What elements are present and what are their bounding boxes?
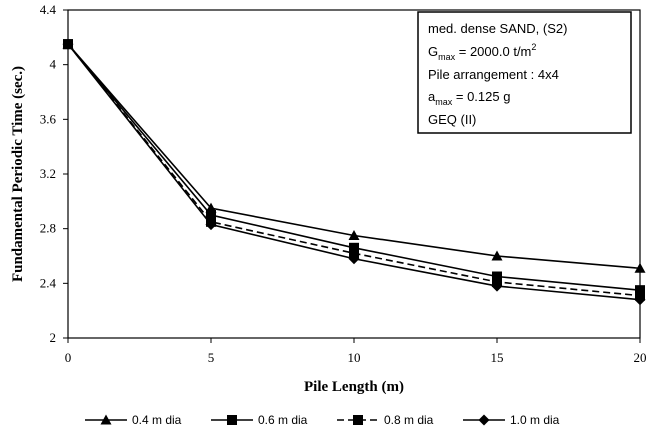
data-point <box>491 250 503 261</box>
legend-marker <box>353 415 363 425</box>
annotation-arrangement: Pile arrangement : 4x4 <box>428 67 559 82</box>
legend-marker <box>100 414 112 425</box>
annotation-soil: med. dense SAND, (S2) <box>428 21 567 36</box>
y-tick-label: 4.4 <box>40 2 57 17</box>
annotation-method: GEQ (II) <box>428 112 476 127</box>
annotation-amax: amax = 0.125 g <box>428 89 510 107</box>
annotation-frame <box>417 11 632 134</box>
axis-ticks: 0 5 10 15 20 2 2.4 2.8 3.2 3.6 4 4.4 <box>40 2 647 365</box>
y-tick-label: 2 <box>50 330 57 345</box>
data-point <box>206 210 216 220</box>
y-tick-label: 3.2 <box>40 166 56 181</box>
y-tick-label: 4 <box>50 57 57 72</box>
y-tick-label: 2.4 <box>40 275 57 290</box>
legend-label: 0.4 m dia <box>132 413 182 427</box>
y-tick-label: 3.6 <box>40 111 57 126</box>
series-group <box>62 38 646 306</box>
legend-marker <box>227 415 237 425</box>
data-point <box>491 280 503 292</box>
y-tick-label: 2.8 <box>40 221 56 236</box>
legend: 0.4 m dia 0.6 m dia 0.8 m dia 1.0 m dia <box>85 413 560 427</box>
annotation-box: med. dense SAND, (S2) Gmax = 2000.0 t/m2… <box>417 11 632 134</box>
x-tick-label: 5 <box>208 350 215 365</box>
data-point <box>348 230 360 240</box>
data-point <box>205 219 217 231</box>
data-point <box>634 294 646 306</box>
data-point <box>492 271 502 282</box>
y-axis-title: Fundamental Periodic Time (sec.) <box>10 66 26 282</box>
legend-label: 1.0 m dia <box>510 413 560 427</box>
data-point <box>634 262 646 273</box>
legend-label: 0.8 m dia <box>384 413 434 427</box>
x-axis-title: Pile Length (m) <box>304 379 404 395</box>
x-tick-label: 0 <box>65 350 72 365</box>
x-tick-label: 20 <box>634 350 647 365</box>
data-point <box>348 253 360 265</box>
x-tick-label: 15 <box>491 350 504 365</box>
data-point <box>62 38 74 50</box>
data-point <box>635 285 645 296</box>
data-point <box>349 242 359 253</box>
annotation-gmax: Gmax = 2000.0 t/m2 <box>428 42 536 62</box>
legend-label: 0.6 m dia <box>258 413 308 427</box>
x-tick-label: 10 <box>348 350 361 365</box>
legend-marker <box>478 414 490 426</box>
